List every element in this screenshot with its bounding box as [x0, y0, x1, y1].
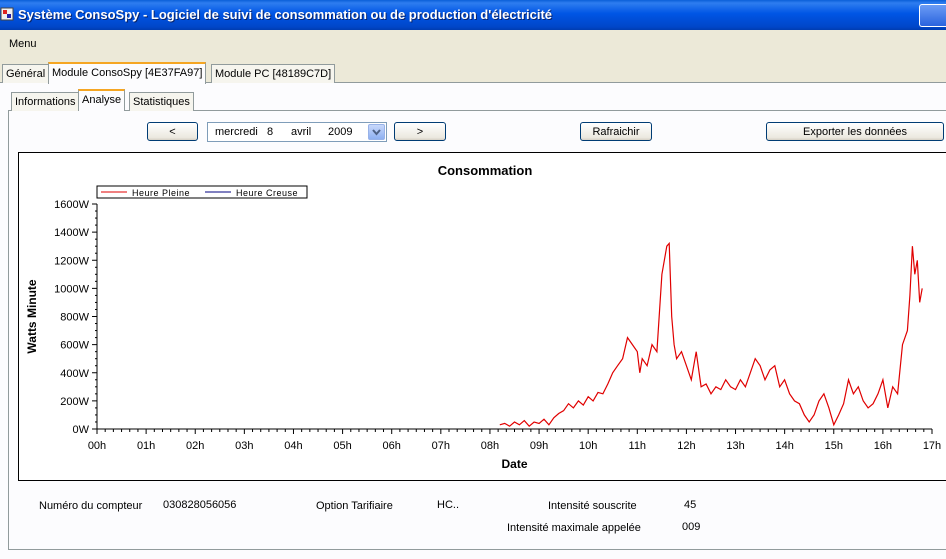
window-title: Système ConsoSpy - Logiciel de suivi de …: [18, 7, 553, 22]
x-tick-label: 08h: [481, 440, 499, 452]
y-tick-label: 600W: [60, 340, 89, 352]
tab-general[interactable]: Général: [2, 64, 50, 83]
tab-statistiques[interactable]: Statistiques: [129, 92, 194, 111]
y-tick-label: 0W: [73, 424, 90, 436]
x-tick-label: 16h: [874, 440, 892, 452]
y-tick-label: 800W: [60, 312, 89, 324]
x-tick-label: 02h: [186, 440, 204, 452]
app-icon: [0, 7, 14, 21]
legend-label-heure-creuse: Heure Creuse: [236, 188, 298, 198]
date-year: 2009: [328, 126, 353, 138]
menu-bar: [0, 30, 946, 58]
refresh-button[interactable]: Rafraichir: [580, 122, 652, 141]
date-picker[interactable]: mercredi 8 avril 2009: [207, 122, 387, 142]
tariff-option-label: Option Tarifiaire: [316, 500, 393, 512]
y-tick-label: 1600W: [54, 199, 89, 211]
y-tick-label: 1200W: [54, 255, 89, 267]
subscribed-intensity-value: 45: [684, 499, 697, 511]
menu-item[interactable]: Menu: [9, 38, 37, 50]
y-axis-label: Watts Minute: [25, 279, 39, 354]
y-tick-label: 1000W: [54, 283, 89, 295]
consumption-chart: Consommation Heure Pleine Heure Creuse 0W 20…: [25, 163, 941, 471]
legend-box: [96, 185, 308, 199]
previous-day-button[interactable]: <: [147, 122, 198, 141]
tab-analyse[interactable]: Analyse: [78, 89, 126, 111]
x-tick-label: 06h: [383, 440, 401, 452]
tab-module-pc[interactable]: Module PC [48189C7D]: [211, 64, 336, 83]
y-tick-label: 200W: [60, 396, 89, 408]
chart-title: Consommation: [438, 163, 533, 178]
x-tick-label: 09h: [530, 440, 548, 452]
x-tick-label: 14h: [775, 440, 793, 452]
tariff-option-value: HC..: [437, 499, 459, 511]
title-bar[interactable]: [0, 0, 946, 30]
x-tick-label: 10h: [579, 440, 597, 452]
tab-informations[interactable]: Informations: [11, 92, 80, 111]
meter-number-value: 030828056056: [163, 499, 237, 511]
chart-area: Consommation Heure Pleine Heure Creuse 0W 20…: [18, 152, 946, 481]
meter-number-label: Numéro du compteur: [39, 500, 143, 512]
x-tick-label: 01h: [137, 440, 155, 452]
legend-label-heure-pleine: Heure Pleine: [132, 188, 190, 198]
date-day: 8: [267, 126, 274, 138]
window-control-button[interactable]: [919, 4, 946, 27]
x-axis-label: Date: [501, 457, 527, 471]
x-tick-label: 03h: [235, 440, 253, 452]
x-tick-label: 13h: [726, 440, 744, 452]
x-tick-label: 12h: [677, 440, 695, 452]
y-tick-label: 1400W: [54, 227, 89, 239]
tab-module-consospy[interactable]: Module ConsoSpy [4E37FA97]: [48, 62, 207, 84]
x-tick-label: 05h: [333, 440, 351, 452]
next-day-button[interactable]: >: [394, 122, 446, 141]
y-tick-label: 400W: [60, 368, 89, 380]
date-day-name: mercredi: [215, 126, 258, 138]
x-tick-label: 11h: [629, 440, 647, 452]
x-tick-label: 04h: [284, 440, 302, 452]
max-intensity-label: Intensité maximale appelée: [507, 522, 641, 534]
x-tick-label: 07h: [432, 440, 450, 452]
subscribed-intensity-label: Intensité souscrite: [548, 500, 637, 512]
x-tick-label: 15h: [825, 440, 843, 452]
chevron-down-icon[interactable]: [368, 124, 385, 140]
export-data-button[interactable]: Exporter les données: [766, 122, 944, 141]
x-tick-label: 17h: [923, 440, 941, 452]
series-line-heure-pleine: [499, 241, 923, 428]
date-month: avril: [291, 126, 312, 138]
max-intensity-value: 009: [682, 521, 701, 533]
x-tick-label: 00h: [88, 440, 106, 452]
